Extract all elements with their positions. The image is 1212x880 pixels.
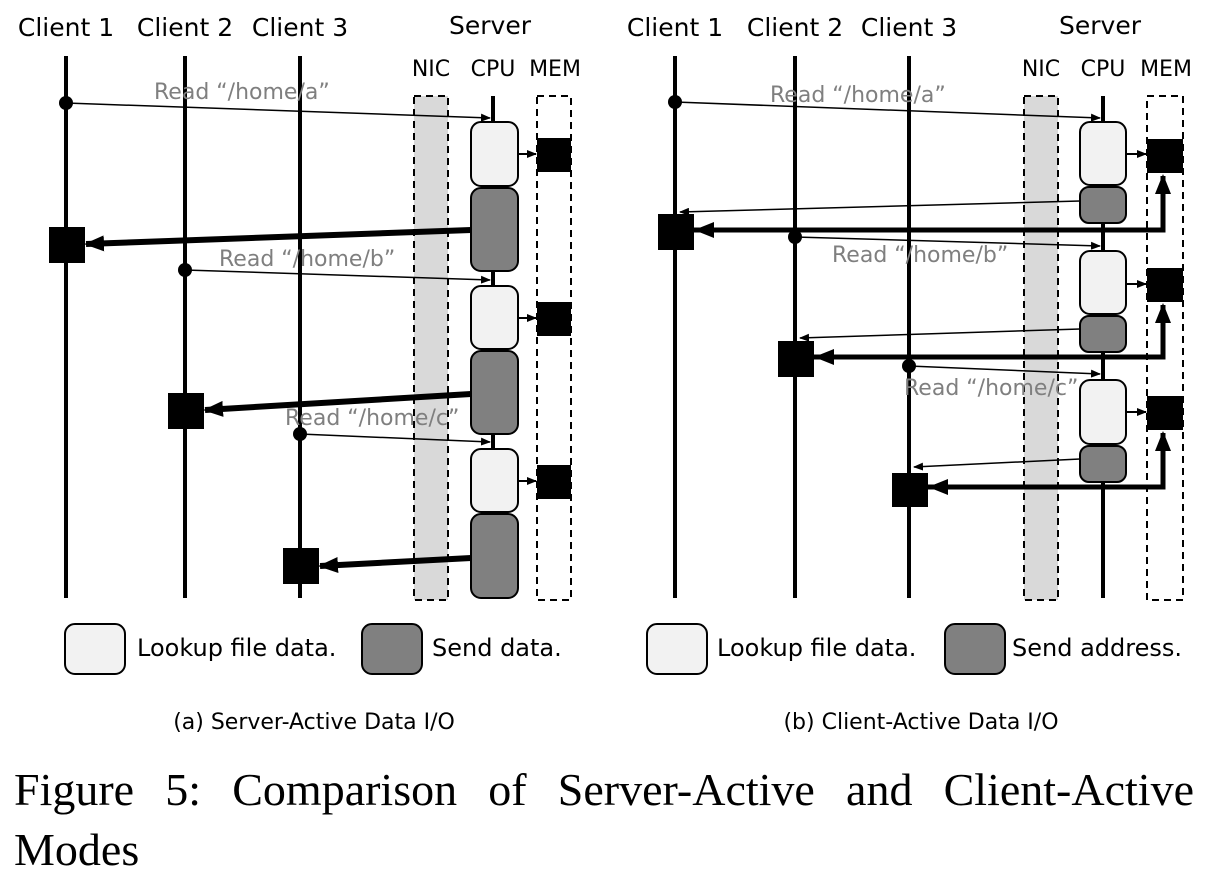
panel-server-active: Client 1 Client 2 Client 3 Server NIC CP… <box>18 11 581 735</box>
mem-block-b <box>1147 268 1183 302</box>
address-reply-client-3 <box>913 458 1081 471</box>
comparison-diagram: Client 1 Client 2 Client 3 Server NIC CP… <box>18 11 1192 735</box>
data-block-client-1 <box>658 214 694 250</box>
cpu-label: CPU <box>471 57 516 82</box>
mem-block-b <box>537 302 571 336</box>
mem-column <box>536 95 572 601</box>
legend-send-label: Send address. <box>1012 634 1182 662</box>
legend-lookup-swatch <box>64 623 126 675</box>
figure-caption: Figure 5: Comparison of Server-Active an… <box>14 764 1194 875</box>
legend-lookup-label: Lookup file data. <box>717 634 916 662</box>
request-b-label: Read “/home/b” <box>832 243 1008 268</box>
request-b-label: Read “/home/b” <box>219 247 395 272</box>
request-a-arrow <box>674 101 1101 122</box>
send-box-c <box>470 513 519 599</box>
data-arrow-client-1 <box>84 227 472 252</box>
client-2-label: Client 2 <box>747 13 843 42</box>
lookup-box-a <box>470 121 519 187</box>
data-block-client-1 <box>49 227 85 263</box>
legend-lookup-swatch <box>646 623 708 675</box>
legend-send-label: Send data. <box>432 634 562 662</box>
send-address-box-b <box>1079 315 1127 353</box>
legend-lookup-label: Lookup file data. <box>137 634 336 662</box>
lookup-box-c <box>470 448 519 513</box>
legend-send-swatch <box>944 623 1006 675</box>
cpu-label: CPU <box>1081 57 1126 82</box>
nic-column <box>1023 95 1059 601</box>
mem-block-a <box>537 138 571 172</box>
nic-column <box>413 95 449 601</box>
request-c-arrow <box>299 433 491 446</box>
mem-column <box>1146 95 1184 601</box>
send-address-box-a <box>1079 186 1127 224</box>
mem-block-c <box>537 465 571 499</box>
legend-send-swatch <box>361 623 423 675</box>
lookup-box-b <box>470 285 519 350</box>
request-a-label: Read “/home/a” <box>154 80 330 105</box>
server-label: Server <box>1059 11 1142 40</box>
lookup-box-a <box>1079 121 1127 186</box>
data-arrow-client-3 <box>318 555 472 574</box>
address-reply-client-1 <box>679 200 1081 216</box>
request-a-label: Read “/home/a” <box>770 83 946 108</box>
send-box-a <box>470 187 519 272</box>
mem-label: MEM <box>529 57 581 82</box>
nic-label: NIC <box>1022 57 1060 82</box>
panel-a-subtitle: (a) Server-Active Data I/O <box>173 710 455 735</box>
address-reply-client-2 <box>799 328 1081 342</box>
lookup-box-c <box>1079 379 1127 445</box>
server-label: Server <box>449 11 532 40</box>
data-block-client-2 <box>778 341 814 377</box>
panel-b-subtitle: (b) Client-Active Data I/O <box>783 710 1058 735</box>
mem-block-c <box>1147 396 1183 430</box>
send-address-box-c <box>1079 445 1127 483</box>
request-c-arrow <box>908 365 1101 378</box>
client-3-label: Client 3 <box>861 13 957 42</box>
request-c-label: Read “/home/c” <box>285 406 459 431</box>
client-2-label: Client 2 <box>137 13 233 42</box>
nic-label: NIC <box>412 57 450 82</box>
client-3-label: Client 3 <box>252 13 348 42</box>
client-1-label: Client 1 <box>627 13 723 42</box>
request-a-arrow <box>65 102 491 122</box>
client-1-label: Client 1 <box>18 13 114 42</box>
request-c-label: Read “/home/c” <box>904 376 1078 401</box>
data-block-client-2 <box>168 393 204 429</box>
mem-label: MEM <box>1140 57 1192 82</box>
panel-client-active: Client 1 Client 2 Client 3 Server NIC CP… <box>627 11 1192 735</box>
send-box-b <box>470 350 519 435</box>
data-arrow-client-2 <box>203 391 472 417</box>
data-block-client-3 <box>892 473 928 507</box>
mem-block-a <box>1147 139 1183 173</box>
request-b-arrow <box>794 236 1101 250</box>
data-block-client-3 <box>283 548 319 584</box>
lookup-box-b <box>1079 250 1127 315</box>
request-b-arrow <box>184 269 491 284</box>
